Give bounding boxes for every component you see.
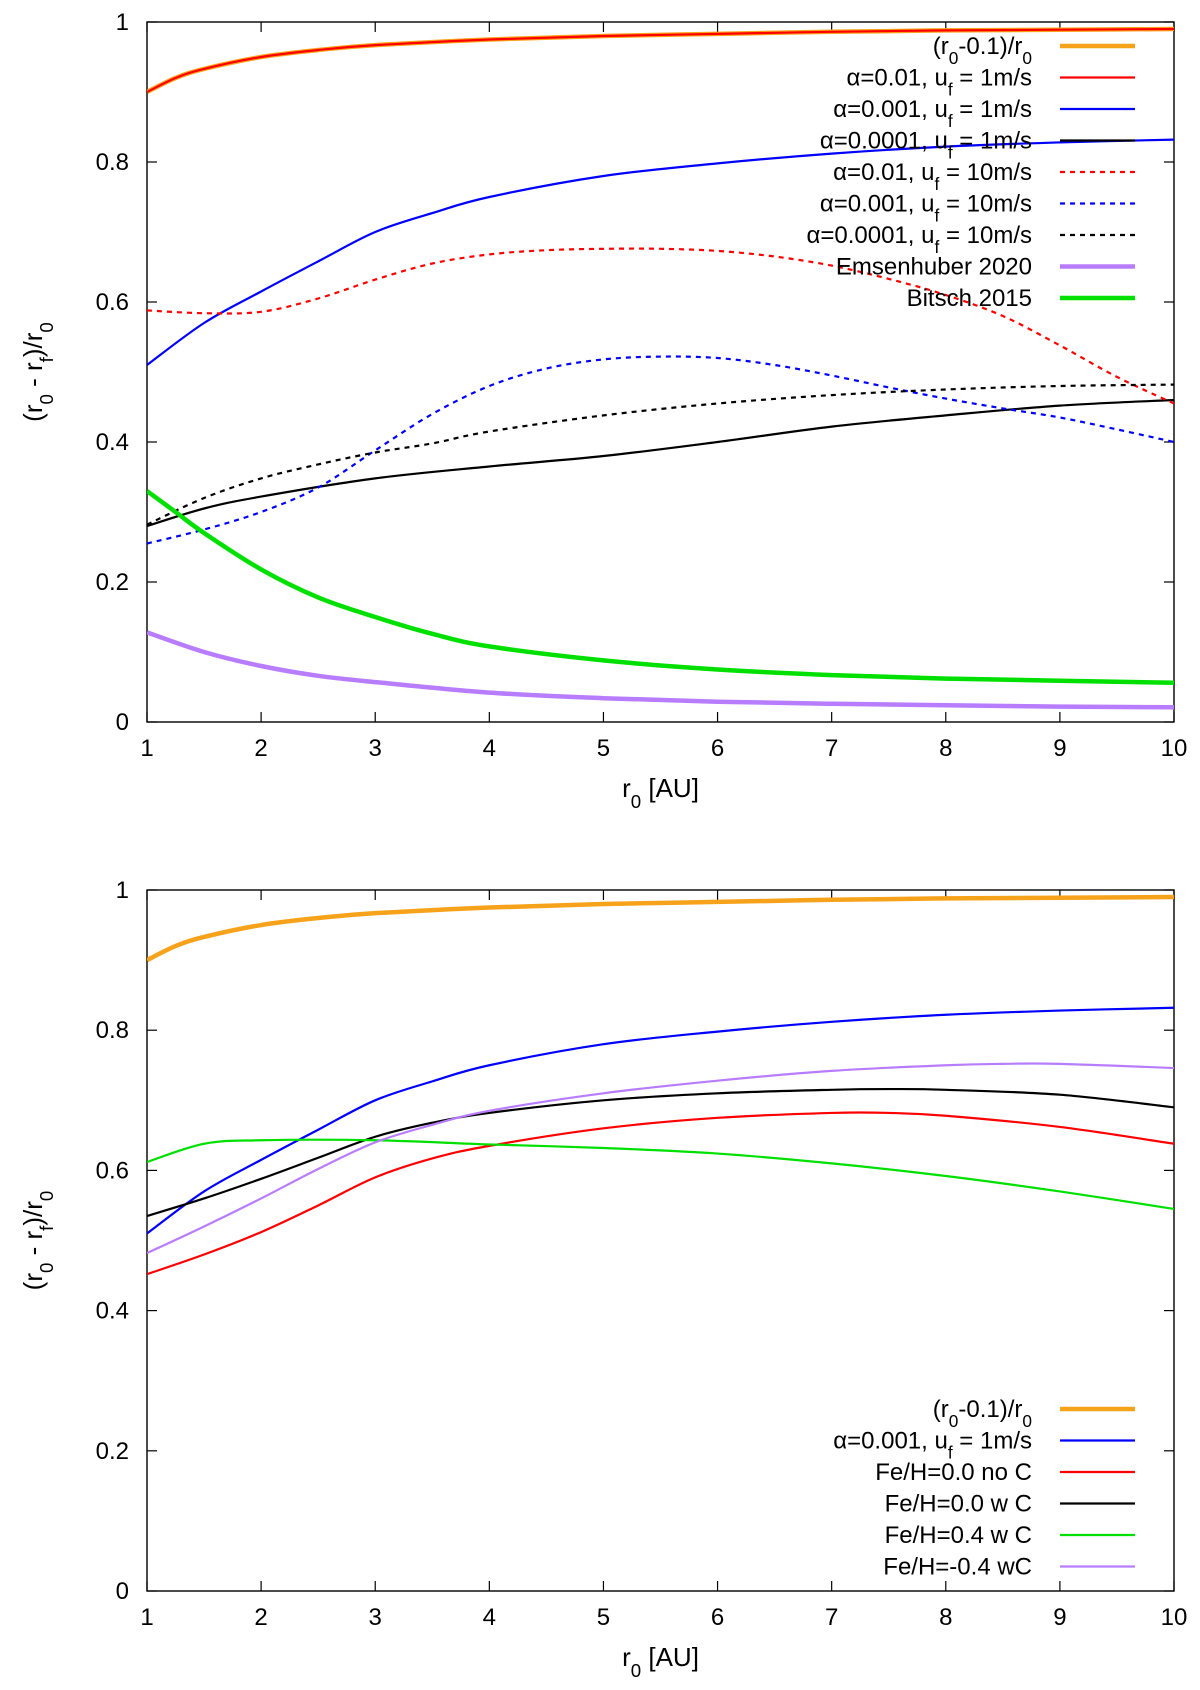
series-line-0-8	[147, 489, 1174, 686]
x-tick-label: 9	[1053, 735, 1066, 762]
x-tick-label: 10	[1161, 735, 1188, 762]
x-tick-label: 4	[483, 1604, 496, 1631]
x-tick-label: 3	[369, 735, 382, 762]
x-tick-label: 1	[140, 735, 153, 762]
series-line-1-1	[147, 1006, 1174, 1235]
legend-label-1-5: Fe/H=-0.4 wC	[883, 1554, 1032, 1581]
x-tick-label: 8	[939, 1604, 952, 1631]
legend-label-0-5: α=0.001, uf​ = 10m/s	[820, 191, 1032, 226]
plot-frame	[146, 21, 1175, 723]
legend-label-0-6: α=0.0001, uf​ = 10m/s	[806, 222, 1032, 257]
series-line-0-1	[147, 27, 1174, 93]
legend-label-0-8: Bitsch 2015	[907, 285, 1032, 312]
y-tick-label: 0.2	[96, 1438, 129, 1465]
series-line-0-2	[147, 138, 1174, 366]
y-tick-label: 0.6	[96, 1157, 129, 1184]
legend-label-1-2: Fe/H=0.0 no C	[875, 1459, 1032, 1486]
legend-label-1-0: (r0​-0.1)/r0​	[933, 1396, 1032, 1431]
legend-label-0-0: (r0​-0.1)/r0​	[933, 33, 1032, 68]
series-line-1-4	[147, 1138, 1174, 1211]
series-line-1-5	[147, 1062, 1174, 1255]
legend-label-0-1: α=0.01, uf​ = 1m/s	[847, 65, 1032, 100]
y-tick-label: 0.4	[96, 429, 129, 456]
x-axis-label: r0​ [AU]	[622, 773, 699, 812]
x-tick-label: 8	[939, 735, 952, 762]
x-tick-label: 2	[254, 735, 267, 762]
legend-label-1-1: α=0.001, uf​ = 1m/s	[833, 1428, 1032, 1463]
series-group	[147, 26, 1174, 710]
y-tick-label: 0.6	[96, 289, 129, 316]
y-axis-label: (r0​ - rf​)/r0​	[18, 322, 57, 422]
legend-label-0-2: α=0.001, uf​ = 1m/s	[833, 96, 1032, 131]
series-line-1-2	[147, 1111, 1174, 1276]
x-tick-label: 1	[140, 1604, 153, 1631]
x-tick-label: 10	[1161, 1604, 1188, 1631]
y-tick-label: 0	[116, 709, 129, 736]
x-tick-label: 5	[597, 1604, 610, 1631]
lower-chart: 1 2 3 4 5 6 7 8 9 10 0 0.2 0.4 0.6 0.8 1 r0​ [AU] (r0​ - …	[18, 877, 1187, 1681]
y-tick-label: 0.8	[96, 149, 129, 176]
series-line-0-3	[147, 398, 1174, 528]
x-tick-label: 7	[825, 735, 838, 762]
y-tick-label: 0.2	[96, 569, 129, 596]
legend-label-0-4: α=0.01, uf​ = 10m/s	[833, 159, 1032, 194]
series-line-0-7	[147, 630, 1174, 710]
x-tick-label: 5	[597, 735, 610, 762]
x-tick-label: 4	[483, 735, 496, 762]
x-tick-label: 6	[711, 1604, 724, 1631]
legend-label-0-3: α=0.0001, uf​ = 1m/s	[820, 128, 1032, 163]
series-line-0-6	[147, 383, 1174, 526]
upper-chart: 1 2 3 4 5 6 7 8 9 10 0 0.2 0.4 0.6 0.8 1 r0​ [AU] (r0​ - …	[18, 9, 1187, 812]
x-tick-label: 2	[254, 1604, 267, 1631]
series-line-0-5	[147, 355, 1174, 545]
series-line-1-0	[147, 894, 1174, 963]
y-tick-label: 0	[116, 1578, 129, 1605]
legend-label-1-4: Fe/H=0.4 w C	[885, 1522, 1032, 1549]
series-line-0-4	[147, 247, 1174, 405]
x-axis-label: r0​ [AU]	[622, 1642, 699, 1681]
series-line-1-3	[147, 1087, 1174, 1218]
y-tick-label: 1	[116, 9, 129, 36]
x-tick-label: 9	[1053, 1604, 1066, 1631]
y-tick-label: 1	[116, 877, 129, 904]
x-tick-label: 6	[711, 735, 724, 762]
y-tick-label: 0.4	[96, 1298, 129, 1325]
series-group	[147, 894, 1174, 1276]
legend-label-1-3: Fe/H=0.0 w C	[885, 1491, 1032, 1518]
x-tick-label: 3	[369, 1604, 382, 1631]
plot-frame	[146, 889, 1175, 1592]
x-tick-label: 7	[825, 1604, 838, 1631]
legend-label-0-7: Emsenhuber 2020	[836, 254, 1032, 281]
y-tick-label: 0.8	[96, 1017, 129, 1044]
y-axis-label: (r0​ - rf​)/r0​	[18, 1191, 57, 1291]
